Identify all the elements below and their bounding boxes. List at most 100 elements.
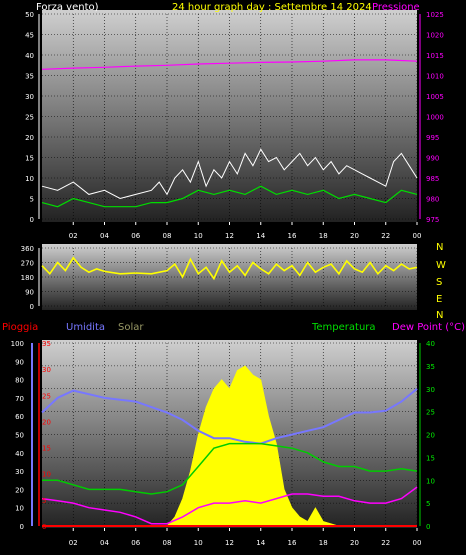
bottom-x-tick-label: 10 <box>194 539 203 547</box>
bottom-x-tick-label: 04 <box>100 539 109 547</box>
humidity-ytick-label: 40 <box>15 450 24 458</box>
rain-ytick-label: 25 <box>42 392 51 400</box>
label-solar: Solar <box>118 322 144 333</box>
bottom-x-tick-label: 14 <box>256 539 265 547</box>
bottom-x-tick-label: 08 <box>163 539 172 547</box>
top-x-tick-label: 08 <box>163 232 172 240</box>
rain-ytick-label: 0 <box>42 523 46 531</box>
pressure-ytick-label: 1000 <box>426 114 444 122</box>
top-x-tick-label: 04 <box>100 232 109 240</box>
header-right-label: Pressione <box>372 2 420 13</box>
top-x-tick-label: 20 <box>350 232 359 240</box>
label-rain: Pioggia <box>2 322 38 333</box>
temperature-ytick-label: 20 <box>426 432 435 440</box>
temperature-ytick-label: 0 <box>426 523 430 531</box>
wind-ytick-label: 30 <box>25 93 34 101</box>
rain-ytick-label: 35 <box>42 340 51 348</box>
pressure-ytick-label: 980 <box>426 196 439 204</box>
compass-label-5: N <box>436 310 443 321</box>
label-humidity: Umidita <box>66 322 105 333</box>
wind-ytick-label: 40 <box>25 52 34 60</box>
humidity-ytick-label: 100 <box>11 340 24 348</box>
wind-ytick-label: 25 <box>25 114 34 122</box>
humidity-ytick-label: 50 <box>15 432 24 440</box>
direction-ytick-label: 270 <box>21 260 34 268</box>
bottom-x-tick-label: 16 <box>288 539 297 547</box>
bottom-x-tick-label: 20 <box>350 539 359 547</box>
rain-ytick-label: 10 <box>42 471 51 479</box>
rain-ytick-label: 15 <box>42 445 51 453</box>
pressure-ytick-label: 1025 <box>426 11 444 19</box>
header-left-label: Forza vento) <box>36 2 99 13</box>
humidity-ytick-label: 10 <box>15 505 24 513</box>
humidity-ytick-label: 80 <box>15 377 24 385</box>
wind-ytick-label: 15 <box>25 155 34 163</box>
wind-ytick-label: 20 <box>25 134 34 142</box>
bottom-x-tick-label: 18 <box>319 539 328 547</box>
pressure-line <box>41 59 418 70</box>
dewpoint-line <box>41 486 418 525</box>
temperature-ytick-label: 35 <box>426 363 435 371</box>
humidity-ytick-label: 0 <box>20 523 24 531</box>
compass-label-1: N <box>436 242 443 253</box>
top-x-tick-label: 18 <box>319 232 328 240</box>
wind-gust-line <box>41 148 418 200</box>
wind-ytick-label: 0 <box>30 216 34 224</box>
pressure-ytick-label: 1005 <box>426 93 444 101</box>
wind-ytick-label: 5 <box>30 196 34 204</box>
top-x-tick-label: 00 <box>413 232 422 240</box>
wind-ytick-label: 10 <box>25 175 34 183</box>
direction-ytick-label: 0 <box>30 303 34 311</box>
direction-ytick-label: 360 <box>21 245 34 253</box>
rain-ytick-label: 30 <box>42 366 51 374</box>
temperature-ytick-label: 15 <box>426 454 435 462</box>
pressure-ytick-label: 990 <box>426 155 439 163</box>
label-temperature: Temperatura <box>311 322 376 333</box>
bottom-x-tick-label: 00 <box>413 539 422 547</box>
label-dewpoint: Dew Point (°C) <box>392 322 465 333</box>
humidity-ytick-label: 30 <box>15 468 24 476</box>
top-x-tick-label: 22 <box>381 232 390 240</box>
top-x-tick-label: 14 <box>256 232 265 240</box>
direction-ytick-label: 90 <box>25 289 34 297</box>
pressure-ytick-label: 985 <box>426 175 439 183</box>
wind-ytick-label: 45 <box>25 32 34 40</box>
humidity-ytick-label: 70 <box>15 395 24 403</box>
wind-speed-avg-line <box>41 185 418 208</box>
temperature-line <box>42 442 418 495</box>
top-x-tick-label: 16 <box>288 232 297 240</box>
humidity-line <box>41 388 418 445</box>
rain-ytick-label: 5 <box>42 497 46 505</box>
bottom-x-tick-label: 06 <box>131 539 140 547</box>
direction-ytick-label: 180 <box>21 274 34 282</box>
pressure-ytick-label: 995 <box>426 134 439 142</box>
temperature-ytick-label: 5 <box>426 500 430 508</box>
solar-area <box>151 365 339 527</box>
compass-label-3: S <box>436 277 442 288</box>
top-x-tick-label: 02 <box>69 232 78 240</box>
temperature-ytick-label: 25 <box>426 409 435 417</box>
top-x-tick-label: 10 <box>194 232 203 240</box>
pressure-ytick-label: 975 <box>426 216 439 224</box>
bottom-x-tick-label: 22 <box>381 539 390 547</box>
top-x-tick-label: 06 <box>131 232 140 240</box>
temperature-ytick-label: 10 <box>426 477 435 485</box>
temperature-ytick-label: 30 <box>426 386 435 394</box>
compass-label-2: W <box>436 260 446 271</box>
wind-ytick-label: 35 <box>25 73 34 81</box>
humidity-ytick-label: 90 <box>15 358 24 366</box>
header-center-label: 24 hour graph day : Settembre 14 2024 <box>172 2 372 13</box>
humidity-ytick-label: 20 <box>15 486 24 494</box>
bottom-x-tick-label: 02 <box>69 539 78 547</box>
compass-label-4: E <box>436 294 442 305</box>
pressure-ytick-label: 1020 <box>426 32 444 40</box>
wind-ytick-label: 50 <box>25 11 34 19</box>
bottom-x-tick-label: 12 <box>225 539 234 547</box>
rain-ytick-label: 20 <box>42 418 51 426</box>
pressure-ytick-label: 1015 <box>426 52 444 60</box>
direction-line <box>41 256 418 281</box>
top-x-tick-label: 12 <box>225 232 234 240</box>
humidity-ytick-label: 60 <box>15 413 24 421</box>
